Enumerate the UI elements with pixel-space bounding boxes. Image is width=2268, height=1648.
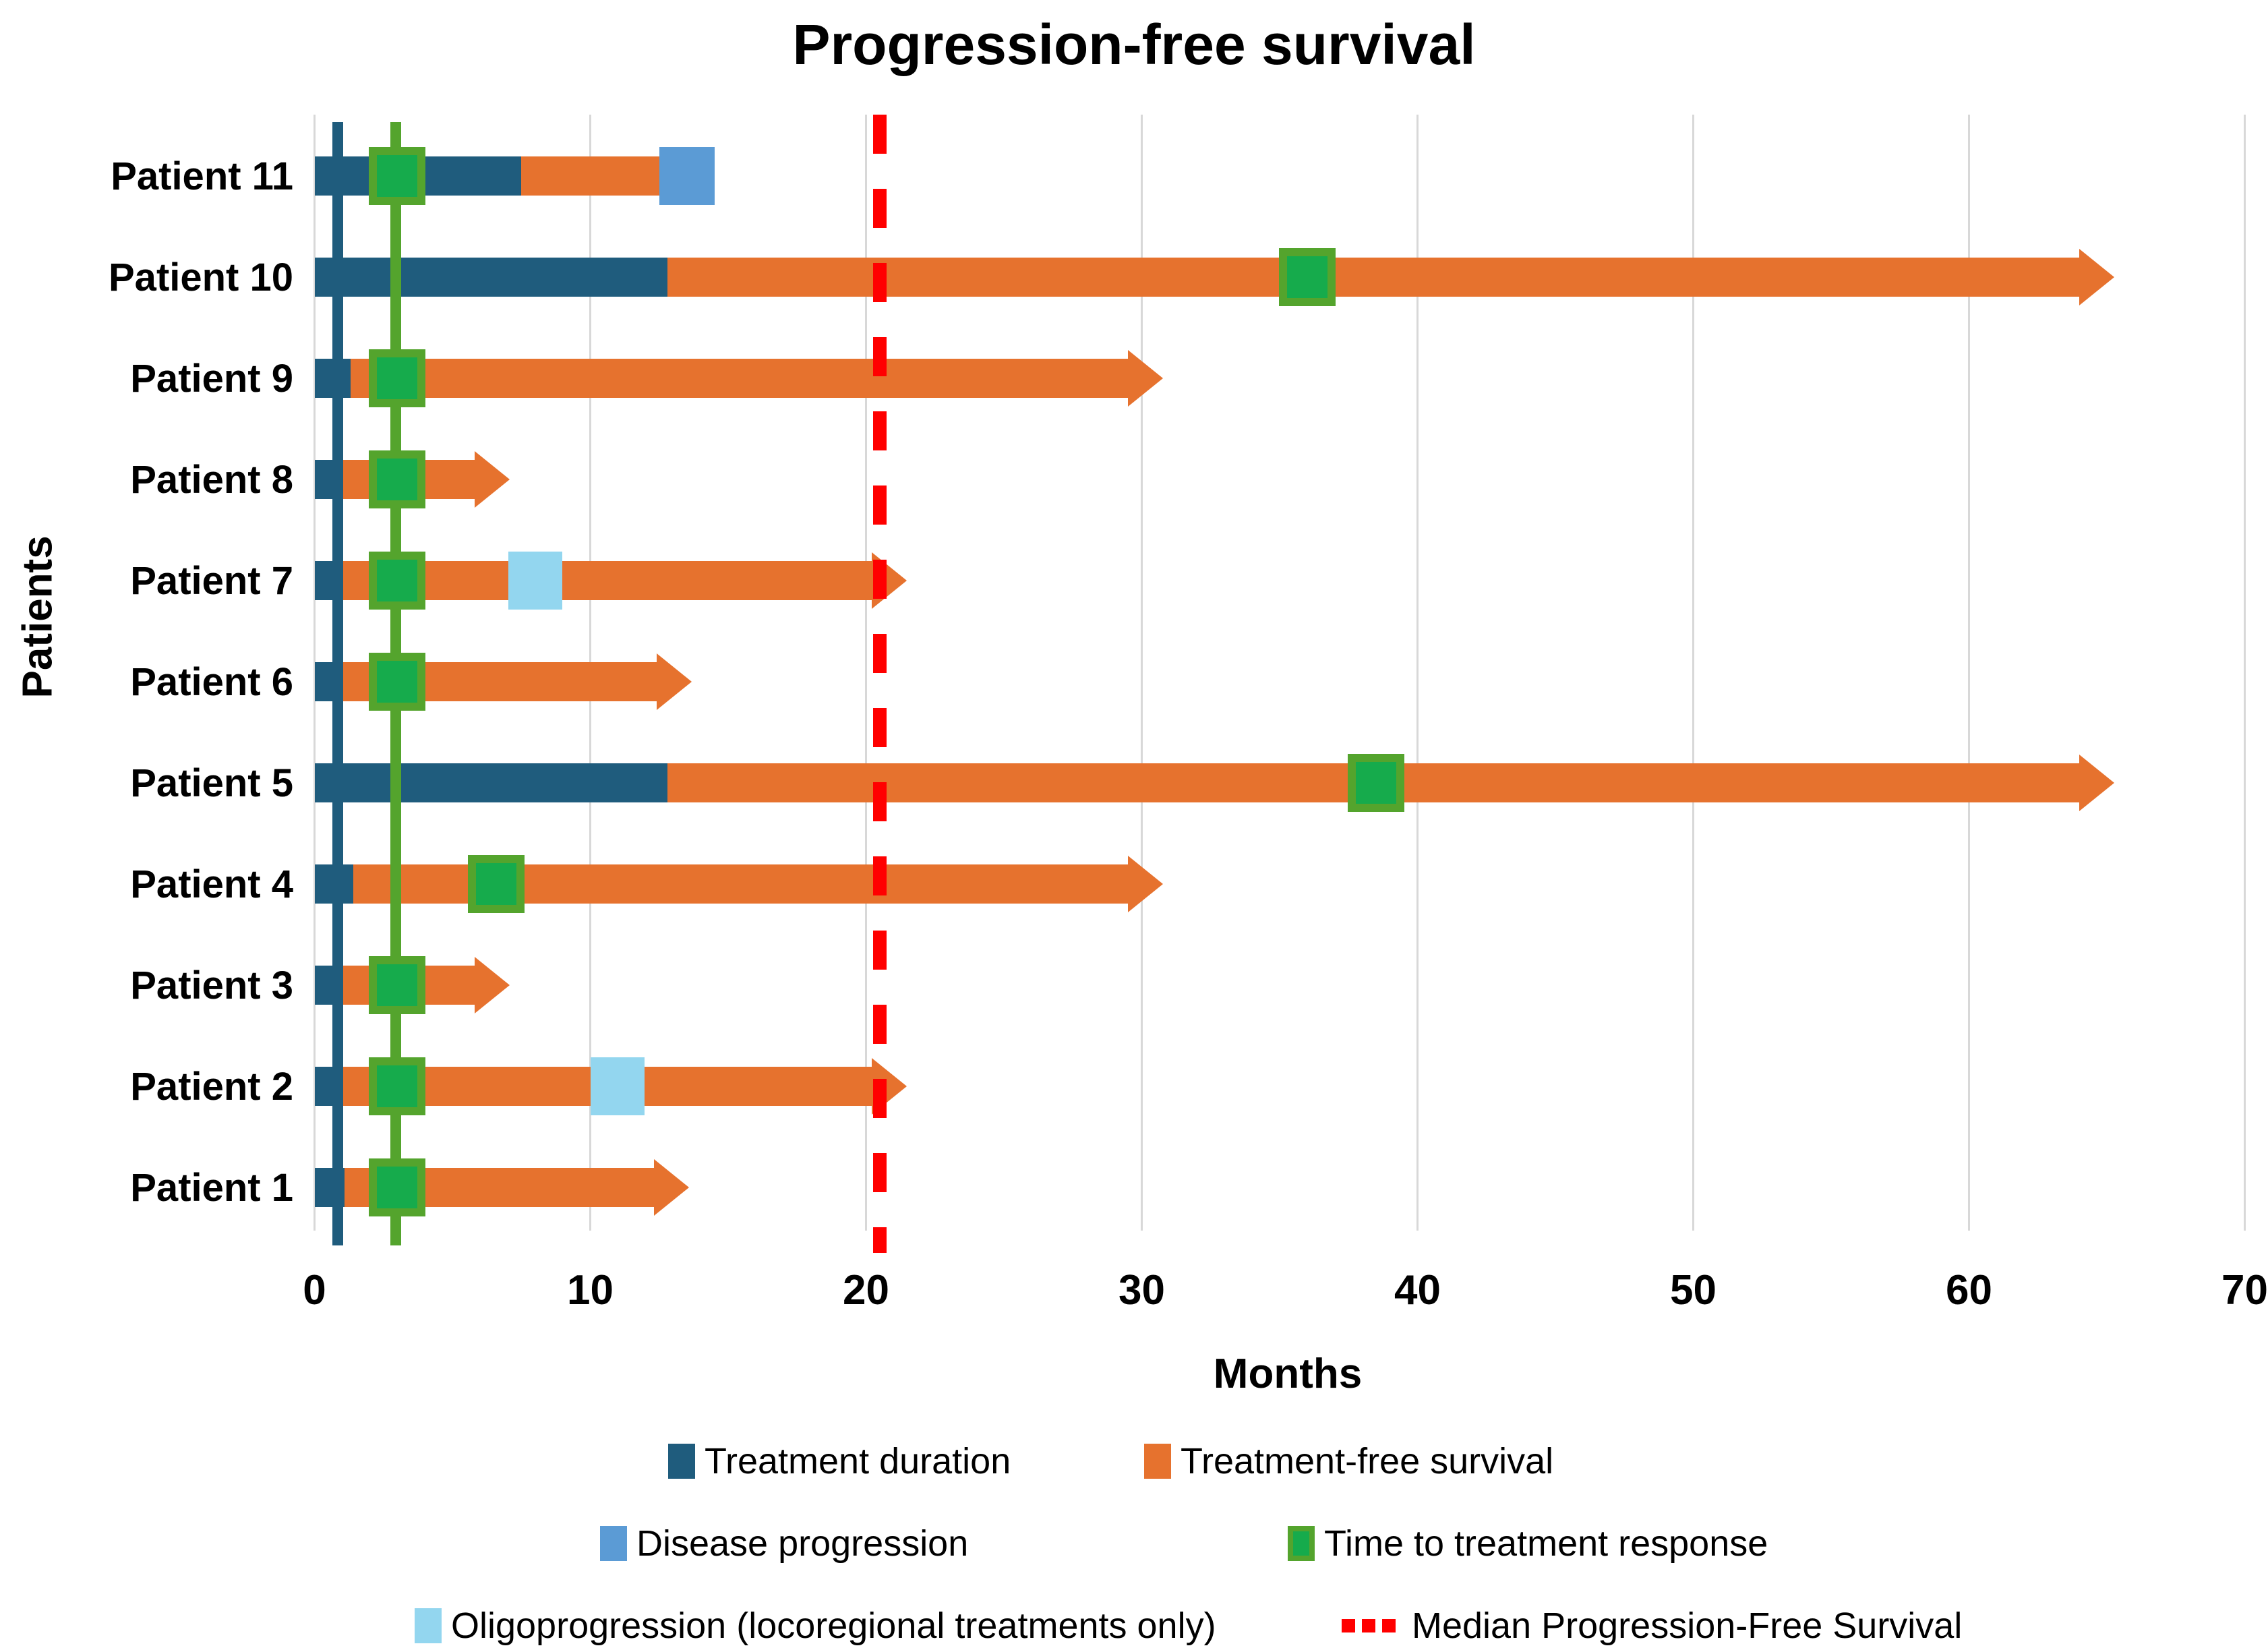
bar-treatment-free-survival: [667, 258, 2080, 297]
marker-time-to-treatment-response: [369, 552, 426, 610]
bar-treatment-duration: [314, 258, 668, 297]
legend-item-oligoprogression: Oligoprogression (locoregional treatment…: [415, 1604, 1216, 1647]
patient-label: Patient 10: [109, 255, 293, 299]
marker-time-to-treatment-response: [369, 450, 426, 508]
patient-label: Patient 5: [130, 761, 293, 805]
bar-treatment-free-survival: [342, 561, 872, 600]
bar-treatment-duration: [314, 359, 351, 398]
marker-disease-progression: [659, 147, 715, 205]
marker-time-to-treatment-response: [369, 1158, 426, 1216]
patient-label: Patient 4: [130, 862, 293, 906]
x-tick-label: 20: [843, 1267, 889, 1314]
patient-label: Patient 11: [111, 154, 293, 198]
median-pfs-dotted-swatch-icon: [1342, 1619, 1402, 1632]
legend-item-treatment_duration: Treatment duration: [668, 1440, 1011, 1483]
gridline: [1141, 115, 1143, 1231]
bar-treatment-duration: [314, 763, 668, 802]
marker-time-to-treatment-response: [369, 1057, 426, 1115]
treatment-start-line: [332, 122, 344, 1245]
x-axis-label: Months: [1213, 1351, 1363, 1397]
marker-time-to-treatment-response: [369, 956, 426, 1014]
ongoing-arrow-icon: [1128, 350, 1164, 407]
marker-time-to-treatment-response: [1278, 248, 1336, 306]
patient-label: Patient 9: [130, 356, 293, 401]
x-tick-label: 70: [2221, 1267, 2268, 1314]
x-tick-label: 60: [1946, 1267, 1992, 1314]
marker-oligoprogression: [508, 552, 562, 610]
gridline: [2244, 115, 2246, 1231]
x-tick-label: 50: [1670, 1267, 1717, 1314]
legend-item-time_to_response: Time to treatment response: [1288, 1522, 1768, 1565]
gridline: [1416, 115, 1419, 1231]
gridline: [1968, 115, 1970, 1231]
marker-time-to-treatment-response: [369, 147, 426, 205]
treatment_duration-swatch-icon: [668, 1444, 695, 1479]
legend-label: Treatment-free survival: [1181, 1441, 1554, 1481]
legend-label: Time to treatment response: [1324, 1523, 1768, 1564]
ongoing-arrow-icon: [2079, 755, 2115, 811]
marker-time-to-treatment-response: [1348, 754, 1405, 812]
ongoing-arrow-icon: [474, 957, 510, 1013]
marker-oligoprogression: [591, 1057, 645, 1115]
gridline: [865, 115, 867, 1231]
ongoing-arrow-icon: [2079, 249, 2115, 305]
x-tick-label: 0: [303, 1267, 326, 1314]
time_to_response-swatch-icon: [1288, 1526, 1315, 1561]
patient-label: Patient 8: [130, 457, 293, 502]
legend-label: Treatment duration: [705, 1441, 1011, 1481]
x-tick-label: 10: [567, 1267, 614, 1314]
patient-label: Patient 3: [130, 963, 293, 1007]
legend-item-treatment_free_survival: Treatment-free survival: [1144, 1440, 1553, 1483]
gridline: [1692, 115, 1694, 1231]
ongoing-arrow-icon: [1128, 856, 1164, 912]
marker-time-to-treatment-response: [468, 855, 525, 913]
x-tick-label: 30: [1118, 1267, 1165, 1314]
treatment_free_survival-swatch-icon: [1144, 1444, 1171, 1479]
legend-label: Disease progression: [636, 1523, 969, 1564]
chart-title: Progression-free survival: [792, 13, 1476, 76]
legend-item-disease_progression: Disease progression: [600, 1522, 968, 1565]
ongoing-arrow-icon: [656, 653, 692, 710]
disease_progression-swatch-icon: [600, 1526, 627, 1561]
legend-label: Oligoprogression (locoregional treatment…: [451, 1606, 1216, 1646]
oligoprogression-swatch-icon: [415, 1608, 442, 1643]
legend-label: Median Progression-Free Survival: [1412, 1606, 1963, 1646]
patient-label: Patient 7: [130, 558, 293, 603]
bar-treatment-free-survival: [521, 156, 659, 196]
patient-label: Patient 1: [130, 1165, 293, 1210]
patient-label: Patient 2: [130, 1064, 293, 1109]
marker-time-to-treatment-response: [369, 653, 426, 711]
legend-item-median_dotted: Median Progression-Free Survival: [1342, 1604, 1962, 1647]
ongoing-arrow-icon: [653, 1159, 689, 1216]
patient-label: Patient 6: [130, 659, 293, 704]
bar-treatment-free-survival: [350, 359, 1129, 398]
x-tick-label: 40: [1394, 1267, 1441, 1314]
marker-time-to-treatment-response: [369, 349, 426, 407]
median-pfs-line: [872, 115, 887, 1253]
ongoing-arrow-icon: [474, 451, 510, 508]
